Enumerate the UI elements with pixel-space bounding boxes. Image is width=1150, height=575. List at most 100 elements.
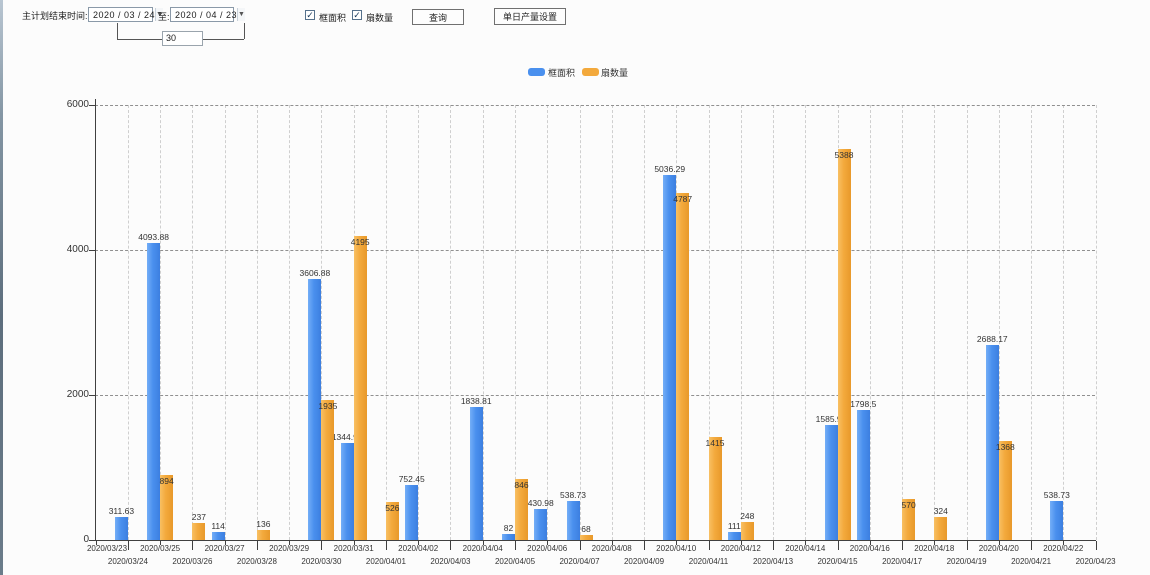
- bar-value-label: 237: [191, 511, 206, 522]
- bar-fans-2020/04/10: [676, 192, 690, 540]
- bar-value-label: 570: [901, 499, 916, 510]
- bar-fans-2020/04/20: [998, 440, 1012, 540]
- x-axis-tick: [1031, 541, 1033, 550]
- dropdown-arrow-icon[interactable]: ▼: [237, 8, 245, 21]
- bar-value-label: 1344.95: [331, 431, 363, 442]
- bar-value-label: 752.45: [398, 474, 425, 485]
- y-axis-label: 4000: [66, 244, 89, 255]
- x-axis-label: 2020/04/23: [1075, 557, 1116, 566]
- x-axis-label: 2020/03/30: [301, 557, 342, 566]
- bar-fans-2020/03/28: [256, 530, 270, 540]
- bar-fans-2020/04/11: [708, 437, 722, 540]
- vertical-gridline: [998, 105, 1000, 540]
- bracket-line: [117, 23, 118, 39]
- vertical-gridline: [611, 105, 613, 540]
- x-axis-label: 2020/04/11: [688, 557, 729, 566]
- x-axis-tick: [708, 541, 710, 550]
- x-axis-tick: [611, 541, 613, 545]
- x-axis-tick: [998, 541, 1000, 545]
- bar-area-2020/03/24: [114, 517, 128, 540]
- vertical-gridline: [740, 105, 742, 540]
- x-axis-label: 2020/04/16: [849, 544, 890, 553]
- horizontal-gridline: [95, 395, 1095, 396]
- fans-checkbox[interactable]: ✓: [352, 10, 362, 20]
- vertical-gridline: [160, 105, 162, 540]
- x-axis-tick: [160, 541, 162, 545]
- x-axis-label: 2020/03/25: [140, 544, 181, 553]
- x-axis-label: 2020/03/26: [172, 557, 213, 566]
- x-axis-label: 2020/04/04: [462, 544, 503, 553]
- x-axis-tick: [385, 541, 387, 550]
- bracket-line: [203, 39, 244, 40]
- x-axis-label: 2020/04/06: [527, 544, 568, 553]
- y-axis-line: [95, 99, 96, 541]
- x-axis-tick: [676, 541, 678, 545]
- x-axis-label: 2020/03/27: [204, 544, 245, 553]
- interval-days-input[interactable]: 30: [162, 31, 203, 46]
- vertical-gridline: [579, 105, 581, 540]
- vertical-gridline: [547, 105, 549, 540]
- bar-value-label: 538.73: [1043, 489, 1070, 500]
- bar-value-label: 4195: [350, 236, 370, 247]
- end-date-picker[interactable]: 2020 / 04 / 23 ▼: [170, 7, 245, 22]
- vertical-gridline: [773, 105, 774, 540]
- vertical-gridline: [515, 105, 516, 540]
- y-axis-tick: [89, 250, 95, 251]
- bar-fans-2020/03/26: [192, 522, 206, 540]
- bar-value-label: 114: [211, 520, 225, 531]
- x-axis-tick: [127, 541, 129, 550]
- query-button[interactable]: 查询: [412, 9, 464, 25]
- x-axis-tick: [515, 541, 516, 550]
- x-axis-label: 2020/04/12: [720, 544, 761, 553]
- bar-value-label: 430.98: [527, 497, 554, 508]
- x-axis-tick: [740, 541, 742, 545]
- legend-label-area: 框面积: [548, 68, 576, 78]
- y-axis-tick: [89, 540, 95, 541]
- x-axis-label: 2020/04/21: [1011, 557, 1052, 566]
- bar-fans-2020/04/05: [515, 478, 528, 540]
- y-axis-label: 0: [83, 534, 89, 545]
- y-axis-tick: [89, 105, 95, 106]
- bar-area-2020/04/07: [566, 500, 580, 540]
- daily-output-settings-button[interactable]: 单日产量设置: [494, 8, 566, 25]
- x-axis-line: [95, 540, 1096, 541]
- x-axis-tick: [1063, 541, 1065, 545]
- bar-area-2020/04/12: [727, 532, 741, 540]
- vertical-gridline: [1063, 105, 1065, 540]
- x-axis-label: 2020/04/05: [494, 557, 536, 566]
- area-checkbox[interactable]: ✓: [305, 10, 315, 20]
- x-axis-label: 2020/04/03: [430, 557, 471, 566]
- bar-value-label: 68: [581, 524, 591, 535]
- vertical-gridline: [644, 105, 645, 540]
- bracket-line: [244, 23, 245, 39]
- dropdown-arrow-icon[interactable]: ▼: [155, 8, 163, 21]
- bar-value-label: 1935: [318, 400, 338, 411]
- start-date-value: 2020 / 03 / 24: [93, 9, 156, 20]
- bar-fans-2020/04/17: [902, 498, 916, 540]
- bar-value-label: 2688.17: [976, 334, 1008, 345]
- end-time-label: 主计划结束时间:: [22, 11, 88, 21]
- x-axis-label: 2020/03/23: [86, 544, 128, 553]
- bar-value-label: 1415: [705, 438, 725, 449]
- horizontal-gridline: [95, 105, 1095, 106]
- to-label: 至:: [158, 12, 170, 22]
- x-axis-label: 2020/04/18: [914, 544, 955, 553]
- x-axis-label: 2020/03/24: [107, 557, 148, 566]
- x-axis-tick: [773, 541, 774, 550]
- start-date-picker[interactable]: 2020 / 03 / 24 ▼: [88, 7, 163, 22]
- x-axis-label: 2020/04/19: [946, 557, 987, 566]
- bar-value-label: 324: [933, 505, 948, 516]
- x-axis-label: 2020/03/29: [269, 544, 310, 553]
- x-axis-tick: [321, 541, 323, 550]
- vertical-gridline: [450, 105, 452, 540]
- bar-value-label: 311.63: [108, 506, 135, 517]
- y-axis-label: 6000: [66, 99, 89, 110]
- x-axis-tick: [805, 541, 807, 545]
- bar-value-label: 136: [256, 519, 271, 530]
- area-checkbox-label: 框面积: [319, 13, 347, 23]
- x-axis-label: 2020/04/07: [559, 557, 600, 566]
- bar-value-label: 111: [727, 521, 741, 531]
- bar-area-2020/04/06: [534, 508, 548, 540]
- bar-area-2020/04/22: [1050, 500, 1064, 540]
